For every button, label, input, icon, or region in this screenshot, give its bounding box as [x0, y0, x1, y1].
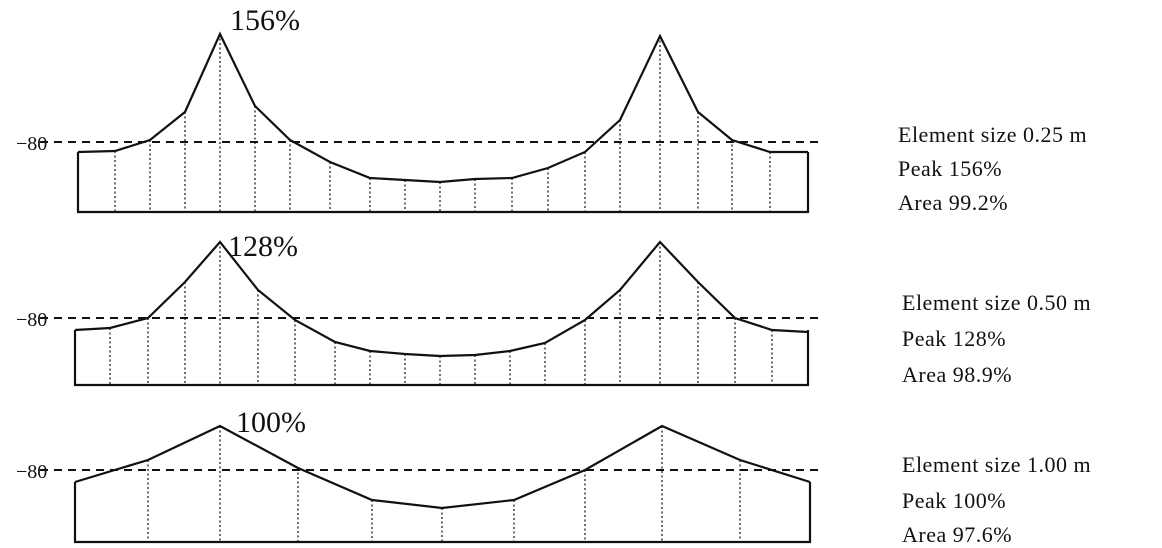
panel-element-size-1-00: 100% −80 Element size 1.00 m Peak 100% A… — [16, 406, 1091, 547]
area-text: Area 98.9% — [902, 362, 1012, 387]
peak-text: Peak 156% — [898, 156, 1002, 181]
peak-label: 156% — [230, 4, 300, 37]
peak-text: Peak 100% — [902, 488, 1006, 513]
area-text: Area 99.2% — [898, 190, 1008, 215]
pressure-curve — [77, 31, 808, 184]
pressure-curve — [74, 240, 809, 358]
panel-element-size-0-25: 156% −80 Element size 0.25 m Peak 156% A… — [16, 4, 1087, 215]
area-text: Area 97.6% — [902, 522, 1012, 547]
vertical-lines — [114, 34, 771, 212]
reference-label: −80 — [16, 309, 47, 331]
panel-element-size-0-50: 128% −80 Element size 0.50 m Peak 128% A… — [16, 230, 1091, 387]
element-size-text: Element size 0.50 m — [902, 290, 1091, 315]
vertical-lines — [147, 426, 741, 542]
baseline-frame — [73, 482, 812, 544]
baseline-frame — [73, 330, 810, 387]
peak-label: 128% — [228, 230, 298, 263]
baseline-frame — [76, 152, 810, 214]
pressure-curve — [74, 424, 811, 510]
peak-text: Peak 128% — [902, 326, 1006, 351]
reference-label: −80 — [16, 461, 47, 483]
element-size-text: Element size 1.00 m — [902, 452, 1091, 477]
vertical-lines — [109, 242, 773, 385]
peak-label: 100% — [236, 406, 306, 439]
reference-label: −80 — [16, 133, 47, 155]
element-size-text: Element size 0.25 m — [898, 122, 1087, 147]
